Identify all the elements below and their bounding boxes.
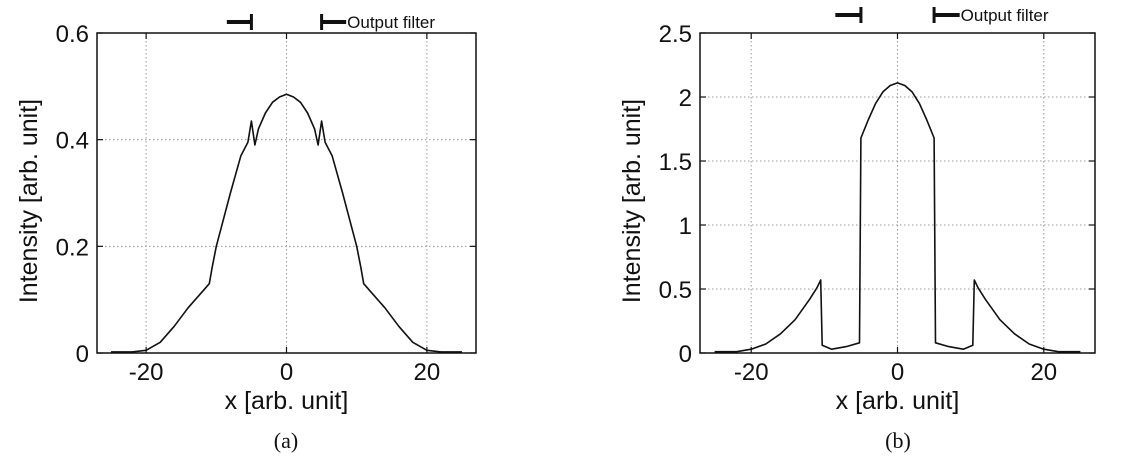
y-tick-label: 0.2 xyxy=(56,234,89,261)
y-tick-label: 1 xyxy=(679,213,692,240)
y-tick-label: 0 xyxy=(76,341,89,368)
x-tick-label: 0 xyxy=(891,359,904,386)
x-tick-label: 0 xyxy=(280,359,293,386)
y-axis-label: Intensity [arb. unit] xyxy=(15,99,43,303)
y-tick-label: 1.5 xyxy=(659,149,692,176)
filter-legend-label: Output filter xyxy=(347,13,435,32)
x-axis-label: x [arb. unit] xyxy=(225,387,349,415)
y-tick-label: 0 xyxy=(679,341,692,368)
y-axis-label: Intensity [arb. unit] xyxy=(618,99,646,303)
x-tick-label: 20 xyxy=(1030,359,1057,386)
chart-panel-1: -20 0 20 0 0.2 0.4 0.6 x [arb. unit] Intensity [… xyxy=(15,13,477,453)
panel-caption: (b) xyxy=(885,428,911,453)
x-tick-label: -20 xyxy=(129,359,164,386)
y-tick-label: 2 xyxy=(679,85,692,112)
series-line xyxy=(714,82,1081,353)
chart-panel-2: -20 0 20 0 0.5 1 1.5 2 2.5 x [arb. unit] Intensity… xyxy=(618,6,1096,453)
y-tick-label: 0.4 xyxy=(56,128,89,155)
x-tick-label: 20 xyxy=(414,359,441,386)
panel-caption: (a) xyxy=(274,428,298,453)
x-axis-label: x [arb. unit] xyxy=(836,387,960,415)
series-line xyxy=(111,93,462,353)
x-tick-label: -20 xyxy=(734,359,769,386)
y-tick-label: 0.6 xyxy=(56,21,89,48)
y-tick-label: 0.5 xyxy=(659,277,692,304)
y-tick-label: 2.5 xyxy=(659,21,692,48)
filter-legend-label: Output filter xyxy=(961,6,1049,25)
